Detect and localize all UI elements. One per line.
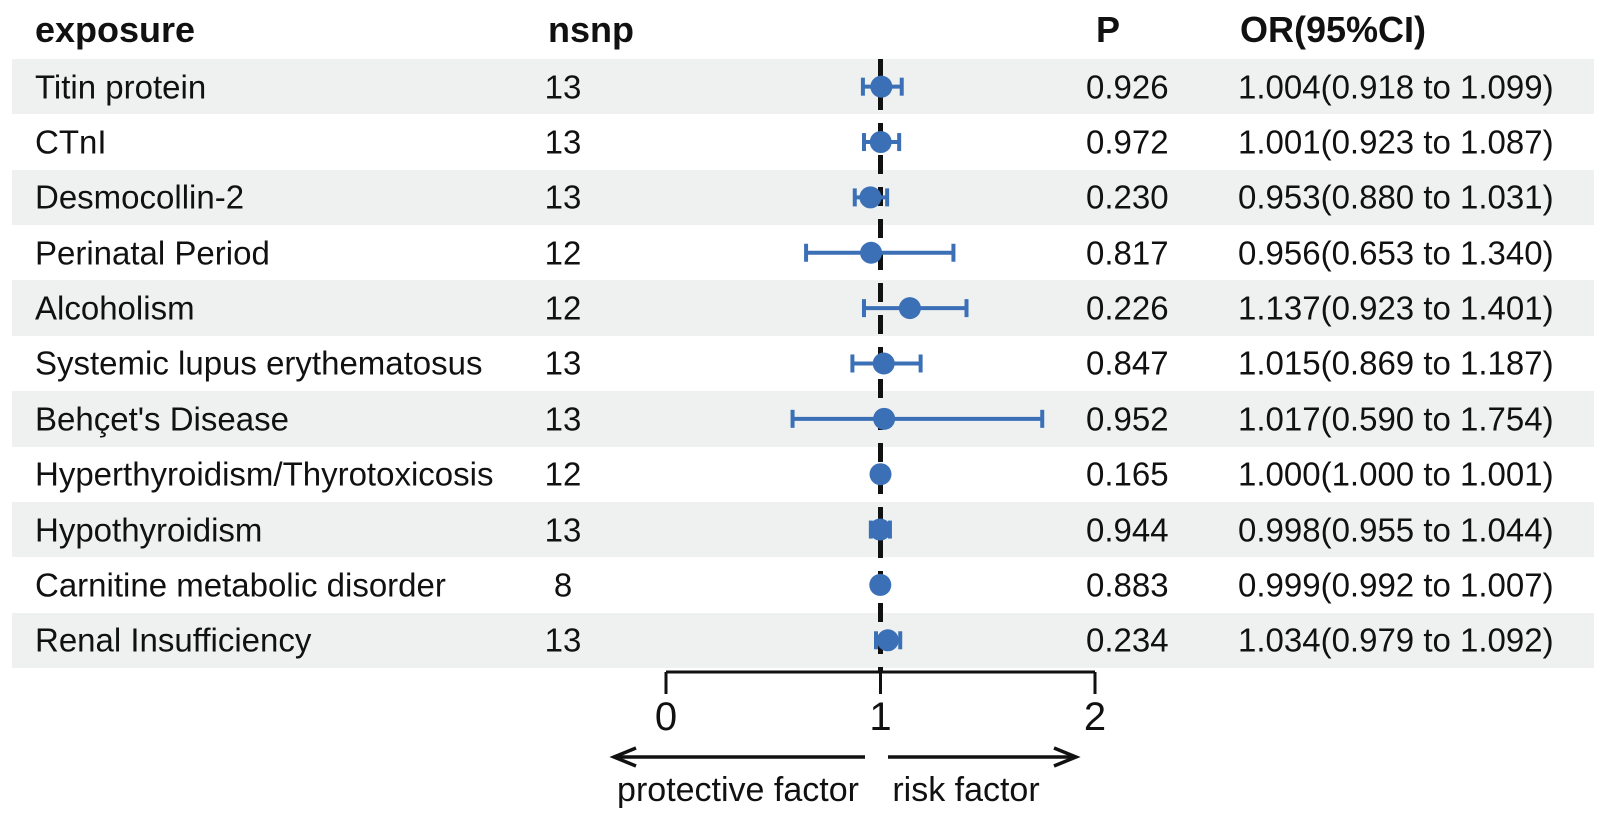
or-ci-cell: 1.017(0.590 to 1.754) [1238,400,1554,438]
p-value-cell: 0.817 [1086,234,1169,272]
nsnp-cell: 13 [544,68,582,106]
exposure-cell: Hyperthyroidism/Thyrotoxicosis [35,455,494,493]
table-row: Perinatal Period 12 0.817 0.956(0.653 to… [0,225,1605,280]
table-row: Systemic lupus erythematosus 13 0.847 1.… [0,336,1605,391]
nsnp-cell: 12 [544,455,582,493]
table-body: Titin protein 13 0.926 1.004(0.918 to 1.… [0,59,1605,668]
exposure-cell: Titin protein [35,68,207,106]
column-header-exposure: exposure [35,8,196,50]
p-value-cell: 0.234 [1086,621,1169,659]
table-row: Desmocollin-2 13 0.230 0.953(0.880 to 1.… [0,169,1605,226]
nsnp-cell: 13 [544,400,582,438]
exposure-cell: Renal Insufficiency [35,621,312,659]
p-value-cell: 0.226 [1086,289,1169,327]
table-row: Hypothyroidism 13 0.944 0.998(0.955 to 1… [0,501,1605,558]
table-row: Hyperthyroidism/Thyrotoxicosis 12 0.165 … [0,447,1605,502]
table-row: Behçet's Disease 13 0.952 1.017(0.590 to… [0,391,1605,447]
p-value-cell: 0.972 [1086,123,1169,161]
or-ci-cell: 1.034(0.979 to 1.092) [1238,621,1554,659]
exposure-cell: Behçet's Disease [35,400,289,438]
p-value-cell: 0.883 [1086,566,1169,604]
arrow-left-icon [609,746,637,768]
nsnp-cell: 13 [544,621,582,659]
table-row: Alcoholism 12 0.226 1.137(0.923 to 1.401… [0,280,1605,336]
axis-tick-label: 0 [655,695,677,739]
exposure-cell: Carnitine metabolic disorder [35,566,446,604]
axis-tick-label: 2 [1084,695,1106,739]
direction-arrows: protective factor risk factor [609,746,1081,809]
or-ci-cell: 0.956(0.653 to 1.340) [1238,234,1554,272]
arrow-right-icon [1053,746,1081,768]
x-axis: 0 1 2 [655,670,1106,739]
p-value-cell: 0.926 [1086,68,1169,106]
column-header-p: P [1096,8,1121,50]
p-value-cell: 0.944 [1086,511,1169,549]
row-band [12,59,1594,115]
protective-factor-label: protective factor [617,771,859,809]
p-value-cell: 0.847 [1086,344,1169,382]
exposure-cell: Alcoholism [35,289,195,327]
or-ci-cell: 0.998(0.955 to 1.044) [1238,511,1554,549]
column-header-orci: OR(95%CI) [1240,8,1427,50]
risk-factor-label: risk factor [892,771,1039,809]
or-ci-cell: 1.137(0.923 to 1.401) [1238,289,1554,327]
nsnp-cell: 13 [544,511,582,549]
exposure-cell: CTnI [35,123,107,161]
p-value-cell: 0.165 [1086,455,1169,493]
row-band [12,501,1594,558]
nsnp-cell: 13 [544,123,582,161]
table-row: CTnI 13 0.972 1.001(0.923 to 1.087) [0,114,1605,169]
row-band [12,169,1594,226]
table-row: Titin protein 13 0.926 1.004(0.918 to 1.… [0,59,1605,115]
or-ci-cell: 1.015(0.869 to 1.187) [1238,344,1554,382]
nsnp-cell: 13 [544,178,582,216]
exposure-cell: Perinatal Period [35,234,270,272]
nsnp-cell: 12 [544,234,582,272]
or-ci-cell: 0.953(0.880 to 1.031) [1238,178,1554,216]
p-value-cell: 0.230 [1086,178,1169,216]
p-value-cell: 0.952 [1086,400,1169,438]
or-ci-cell: 0.999(0.992 to 1.007) [1238,566,1554,604]
table-row: Renal Insufficiency 13 0.234 1.034(0.979… [0,612,1605,668]
or-ci-cell: 1.001(0.923 to 1.087) [1238,123,1554,161]
row-band [12,280,1594,336]
exposure-cell: Hypothyroidism [35,511,263,549]
column-header-nsnp: nsnp [548,8,634,50]
axis-tick-label: 1 [869,695,891,739]
table-row: Carnitine metabolic disorder 8 0.883 0.9… [0,557,1605,612]
exposure-cell: Systemic lupus erythematosus [35,344,483,382]
or-ci-cell: 1.000(1.000 to 1.001) [1238,455,1554,493]
nsnp-cell: 13 [544,344,582,382]
exposure-cell: Desmocollin-2 [35,178,245,216]
or-ci-cell: 1.004(0.918 to 1.099) [1238,68,1554,106]
row-band [12,612,1594,668]
nsnp-cell: 12 [544,289,582,327]
nsnp-cell: 8 [553,566,573,604]
